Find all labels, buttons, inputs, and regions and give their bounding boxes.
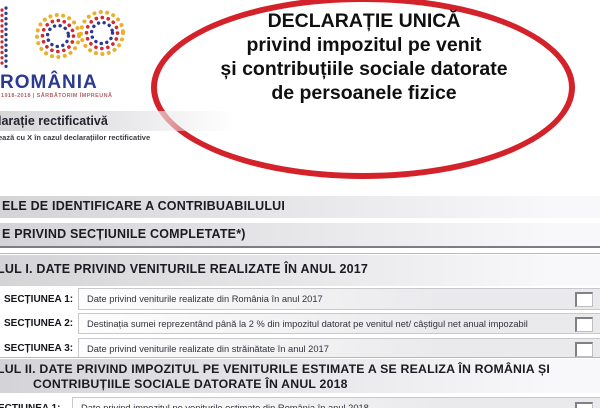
- chapter1-section2-row: SECȚIUNEA 2: Destinația sumei reprezentâ…: [0, 313, 600, 334]
- chapter2-heading-bar: LUL II. DATE PRIVIND IMPOZITUL PE VENITU…: [0, 357, 600, 393]
- identification-section-bar: ELE DE IDENTIFICARE A CONTRIBUABILULUI: [0, 195, 600, 218]
- chapter1-section2-label: SECȚIUNEA 2:: [4, 318, 74, 329]
- form-title: DECLARAȚIE UNICĂ privind impozitul pe ve…: [160, 9, 568, 105]
- chapter1-heading-bar: LUL I. DATE PRIVIND VENITURILE REALIZATE…: [0, 253, 600, 286]
- completed-sections-bar: E PRIVIND SECȚIUNILE COMPLETATE*): [0, 222, 600, 248]
- chapter2-heading-line1: LUL II. DATE PRIVIND IMPOZITUL PE VENITU…: [0, 362, 550, 376]
- chapter1-section1-checkbox[interactable]: [575, 292, 593, 307]
- form-title-line3: și contribuțiile sociale datorate: [220, 58, 508, 80]
- logo-country-name: ROMÂNIA: [0, 72, 98, 93]
- rectificative-band: [0, 111, 235, 131]
- chapter2-section1-row: ECȚIUNEA 1: Date privind impozitul pe ve…: [0, 397, 600, 408]
- rectificative-heading: larație rectificativă: [0, 114, 108, 128]
- logo-tagline: 1918-2018 | SĂRBĂTORIM ÎMPREUNĂ: [1, 93, 113, 99]
- logo-100-dotted-circles-icon: [0, 6, 125, 72]
- chapter2-section1-description: Date privind impozitul pe veniturile est…: [72, 397, 600, 408]
- red-ellipse-annotation: [151, 0, 575, 179]
- chapter1-section3-row: SECȚIUNEA 3: Date privind veniturile rea…: [0, 338, 600, 359]
- chapter1-section3-description: Date privind veniturile realizate din st…: [78, 338, 600, 359]
- rectificative-note: ează cu X în cazul declarațiilor rectifi…: [0, 133, 151, 142]
- chapter1-section3-label: SECȚIUNEA 3:: [4, 343, 74, 354]
- chapter1-section2-checkbox[interactable]: [575, 317, 593, 332]
- chapter2-section1-label: ECȚIUNEA 1:: [0, 402, 61, 408]
- form-title-line1: DECLARAȚIE UNICĂ: [267, 10, 461, 32]
- chapter1-heading-text: LUL I. DATE PRIVIND VENITURILE REALIZATE…: [0, 262, 369, 276]
- romania-centenary-logo: ROMÂNIA 1918-2018 | SĂRBĂTORIM ÎMPREUNĂ: [0, 0, 144, 104]
- chapter1-section1-row: SECȚIUNEA 1: Date privind veniturile rea…: [0, 288, 600, 310]
- chapter1-section1-label: SECȚIUNEA 1:: [4, 293, 74, 305]
- chapter2-heading-line2: CONTRIBUȚIILE SOCIALE DATORATE ÎN ANUL 2…: [33, 377, 348, 391]
- chapter2-section1-checkbox[interactable]: [575, 402, 593, 408]
- chapter1-section2-description: Destinația sumei reprezentând până la 2 …: [78, 313, 600, 334]
- form-title-line4: de persoanele fizice: [271, 82, 457, 104]
- form-title-line2: privind impozitul pe venit: [246, 34, 482, 56]
- chapter1-section3-checkbox[interactable]: [575, 342, 593, 357]
- chapter1-section1-description: Date privind veniturile realizate din Ro…: [78, 288, 600, 310]
